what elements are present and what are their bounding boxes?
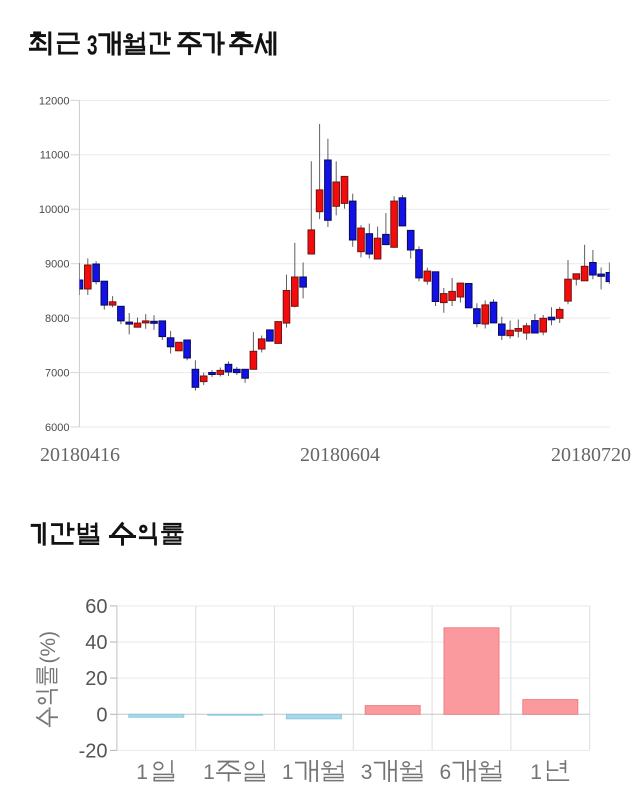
svg-text:60: 60 [85, 596, 107, 618]
svg-text:11000: 11000 [40, 150, 70, 162]
svg-text:1: 1 [203, 761, 215, 784]
svg-text:12000: 12000 [39, 95, 70, 107]
svg-text:20: 20 [85, 668, 107, 690]
svg-text:0: 0 [96, 704, 107, 726]
svg-text:20180720: 20180720 [551, 444, 631, 466]
svg-text:1: 1 [282, 761, 294, 784]
svg-text:7000: 7000 [45, 368, 69, 380]
svg-text:6000: 6000 [45, 422, 69, 434]
svg-text:1: 1 [530, 761, 542, 784]
svg-text:9000: 9000 [45, 259, 69, 271]
svg-text:-20: -20 [79, 740, 108, 762]
svg-text:3: 3 [361, 761, 373, 784]
svg-text:20180604: 20180604 [300, 444, 380, 466]
svg-text:1: 1 [136, 761, 148, 784]
svg-text:10000: 10000 [39, 204, 70, 216]
svg-text:40: 40 [85, 632, 107, 654]
svg-text:3: 3 [87, 30, 98, 61]
svg-text:(%): (%) [37, 631, 60, 664]
svg-text:8000: 8000 [45, 313, 69, 325]
svg-text:20180416: 20180416 [40, 444, 120, 466]
svg-text:6: 6 [440, 761, 452, 784]
